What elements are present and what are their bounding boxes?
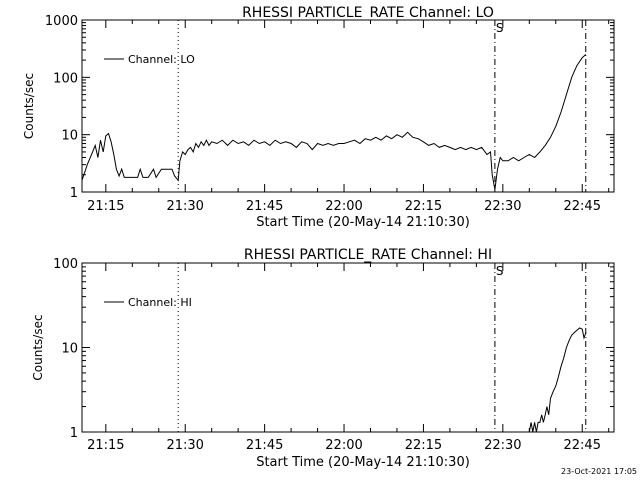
- x-tick-label: 22:45: [564, 438, 601, 453]
- x-axis-label: Start Time (20-May-14 21:10:30): [256, 215, 470, 230]
- x-tick-label: 21:45: [246, 199, 283, 214]
- x-tick-label: 22:15: [405, 199, 442, 214]
- x-tick-label: 22:45: [564, 199, 601, 214]
- x-tick-label: 22:30: [484, 438, 521, 453]
- series-line: [81, 54, 587, 190]
- legend-entry: Channel: LO: [128, 53, 195, 66]
- y-tick-label: 1: [70, 426, 78, 441]
- x-tick-label: 22:00: [325, 438, 362, 453]
- x-tick-label: 21:30: [166, 438, 203, 453]
- lo-channel-panel: RHESSI PARTICLE_RATE Channel: LO Counts/s…: [22, 5, 615, 230]
- y-axis-label: Counts/sec: [31, 314, 45, 380]
- x-axis-label: Start Time (20-May-14 21:10:30): [256, 455, 470, 470]
- y-tick-label: 100: [53, 71, 78, 86]
- x-tick-label: 22:15: [405, 438, 442, 453]
- chart-title: RHESSI PARTICLE_RATE Channel: LO: [242, 5, 494, 21]
- event-marker-label: S: [496, 21, 504, 35]
- event-marker-label: S: [496, 264, 504, 278]
- y-tick-label: 100: [53, 257, 78, 272]
- y-tick-label: 10: [61, 342, 78, 357]
- hi-channel-panel: RHESSI PARTICLE_RATE Channel: HI Counts/s…: [31, 247, 615, 470]
- y-axis-label: Counts/sec: [22, 73, 36, 139]
- legend-entry: Channel: HI: [128, 296, 192, 309]
- x-tick-label: 21:30: [166, 199, 203, 214]
- y-tick-label: 10: [61, 129, 78, 144]
- x-tick-label: 21:15: [87, 438, 124, 453]
- chart-title: RHESSI PARTICLE_RATE Channel: HI: [244, 247, 492, 263]
- x-tick-label: 21:45: [246, 438, 283, 453]
- y-tick-label: 1000: [45, 14, 78, 29]
- plot-frame: [81, 19, 615, 193]
- series-line: [528, 327, 587, 433]
- y-tick-label: 1: [70, 186, 78, 201]
- plot-frame: [81, 262, 615, 433]
- x-tick-label: 22:30: [484, 199, 521, 214]
- x-tick-label: 21:15: [87, 199, 124, 214]
- x-tick-label: 22:00: [325, 199, 362, 214]
- footer-timestamp: 23-Oct-2021 17:05: [561, 467, 637, 476]
